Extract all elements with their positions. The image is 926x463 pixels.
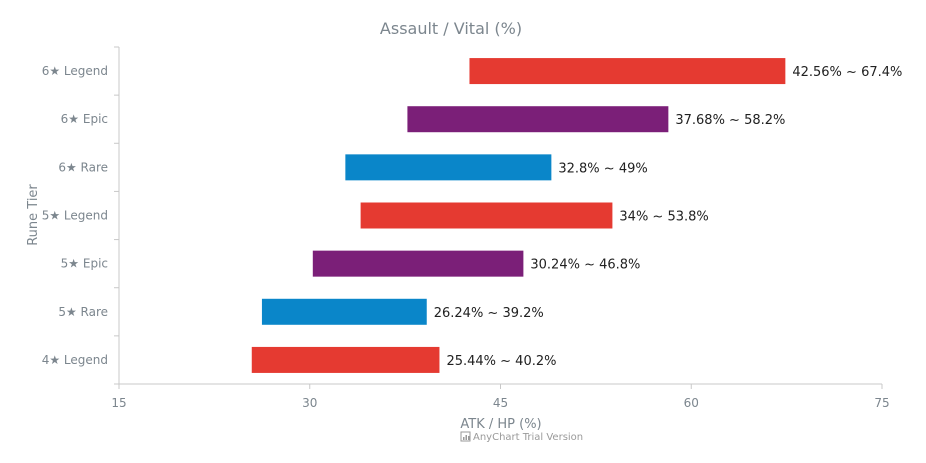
y-axis: 6★ Legend 6★ Epic 6★ Rare 5★ Legend 5★ Epic 5… (42, 46, 120, 385)
bar-data-label: 25.44% ~ 40.2% (446, 354, 556, 369)
chart-title: Assault / Vital (%) (380, 19, 522, 38)
x-tick-label: 75 (874, 396, 889, 410)
y-tick-label: 5★ Rare (58, 305, 108, 319)
bar-data-label: 32.8% ~ 49% (558, 161, 647, 176)
y-axis-title: Rune Tier (26, 184, 41, 246)
x-tick-label: 60 (684, 396, 699, 410)
y-tick-label: 6★ Legend (42, 64, 108, 78)
x-tick-label: 15 (111, 396, 126, 410)
bar[interactable] (261, 298, 427, 325)
x-tick-label: 45 (493, 396, 508, 410)
y-tick-label: 6★ Rare (58, 160, 108, 174)
bars-group (251, 58, 786, 373)
x-axis-title: ATK / HP (%) (460, 417, 541, 432)
bar-data-label: 37.68% ~ 58.2% (675, 113, 785, 128)
bar[interactable] (407, 106, 669, 133)
y-tick-label: 5★ Legend (42, 209, 108, 223)
bar[interactable] (345, 154, 552, 181)
bar-data-label: 34% ~ 53.8% (619, 210, 708, 225)
bar-labels-group: 42.56% ~ 67.4% 37.68% ~ 58.2% 32.8% ~ 49% 3… (434, 65, 903, 369)
bar[interactable] (469, 58, 786, 85)
chart-icon (460, 431, 471, 442)
x-axis: 15 30 45 60 75 (111, 383, 890, 410)
bar-data-label: 42.56% ~ 67.4% (792, 65, 902, 80)
bar[interactable] (360, 202, 613, 229)
x-tick-label: 30 (302, 396, 317, 410)
y-tick-label: 5★ Epic (61, 257, 108, 271)
bar[interactable] (251, 346, 440, 373)
bar-data-label: 30.24% ~ 46.8% (530, 258, 640, 273)
y-tick-label: 4★ Legend (42, 353, 108, 367)
bar-data-label: 26.24% ~ 39.2% (434, 306, 544, 321)
bar[interactable] (312, 250, 524, 277)
credits[interactable]: AnyChart Trial Version (460, 431, 583, 443)
y-tick-label: 6★ Epic (61, 112, 108, 126)
credits-text: AnyChart Trial Version (473, 432, 583, 443)
